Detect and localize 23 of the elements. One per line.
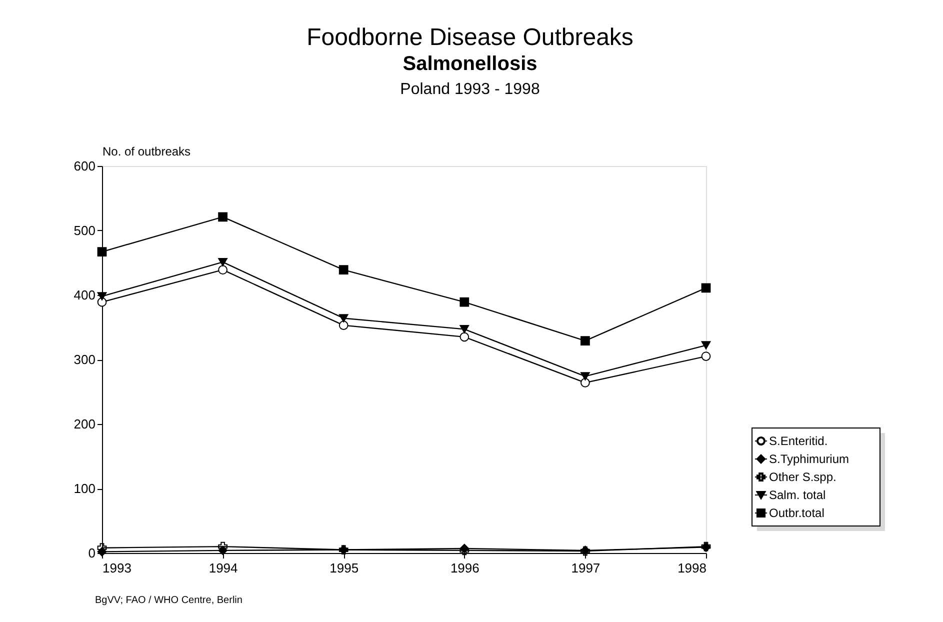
y-tick-label: 600: [74, 158, 96, 174]
legend-label: Salm. total: [769, 488, 826, 502]
legend-label: Other S.spp.: [769, 470, 836, 484]
y-tick-label: 200: [74, 416, 96, 432]
legend-label: Outbr.total: [769, 506, 824, 520]
x-tick-label: 1995: [330, 560, 359, 576]
y-tick-label: 300: [74, 352, 96, 367]
legend-label: S.Enteritid.: [769, 434, 828, 448]
text: Poland 1993 - 1998: [400, 81, 540, 98]
y-tick-label: 100: [74, 481, 96, 496]
x-tick-label: 1996: [450, 560, 480, 576]
text: BgVV; FAO / WHO Centre, Berlin: [95, 595, 242, 606]
chart-subtitle: Salmonellosis: [402, 53, 538, 75]
x-tick-label: 1993: [102, 560, 132, 576]
x-tick-label: 1998: [678, 560, 706, 576]
y-tick-label: 500: [74, 223, 96, 238]
y-axis-title: No. of outbreaks: [102, 144, 191, 158]
x-tick-label: 1997: [571, 560, 600, 576]
y-tick-label: 0: [88, 546, 96, 560]
y-tick-label: 400: [74, 288, 96, 302]
legend-label: S.Typhimurium: [769, 452, 850, 466]
x-tick-label: 1994: [208, 560, 238, 576]
chart-title: Foodborne Disease Outbreaks: [306, 24, 634, 51]
